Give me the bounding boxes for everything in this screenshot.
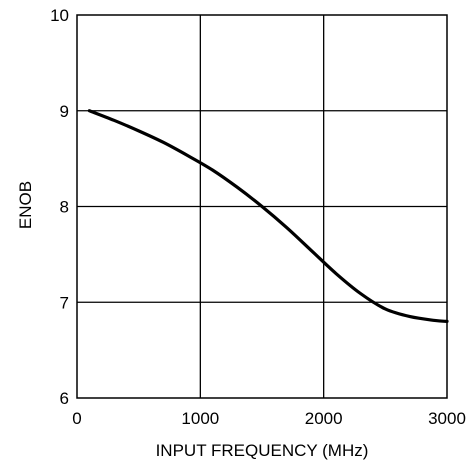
plot-frame (76, 14, 448, 399)
y-axis-label: ENOB (16, 181, 35, 229)
plot-border (76, 14, 448, 399)
enob-series-line-0 (87, 109, 449, 323)
series-layer (87, 109, 449, 323)
y-tick-label: 10 (50, 6, 69, 25)
x-tick-label: 3000 (428, 409, 466, 428)
y-tick-label: 6 (60, 389, 69, 408)
x-axis-label: INPUT FREQUENCY (MHz) (156, 441, 369, 460)
x-tick-label: 1000 (181, 409, 219, 428)
x-tick-label: 2000 (305, 409, 343, 428)
x-tick-label: 0 (72, 409, 81, 428)
y-tick-labels: 6 7 8 9 10 (50, 6, 69, 408)
x-tick-labels: 0 1000 2000 3000 (72, 409, 466, 428)
y-tick-label: 8 (60, 198, 69, 217)
grid-lines (77, 15, 447, 398)
y-tick-label: 7 (60, 293, 69, 312)
y-tick-label: 9 (60, 102, 69, 121)
